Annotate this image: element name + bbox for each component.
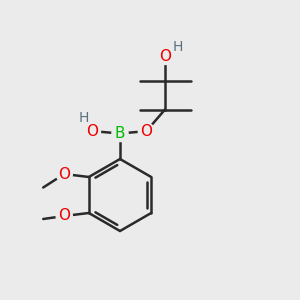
- Circle shape: [138, 123, 154, 139]
- Text: O: O: [58, 167, 70, 182]
- Text: O: O: [140, 124, 152, 139]
- Text: O: O: [86, 124, 98, 139]
- Circle shape: [84, 123, 101, 139]
- Circle shape: [56, 166, 72, 182]
- Circle shape: [56, 208, 72, 224]
- Text: B: B: [115, 126, 125, 141]
- Text: O: O: [159, 49, 171, 64]
- Text: O: O: [58, 208, 70, 224]
- Text: H: H: [79, 112, 89, 125]
- Circle shape: [112, 125, 128, 142]
- Text: H: H: [172, 40, 183, 54]
- Circle shape: [157, 48, 173, 64]
